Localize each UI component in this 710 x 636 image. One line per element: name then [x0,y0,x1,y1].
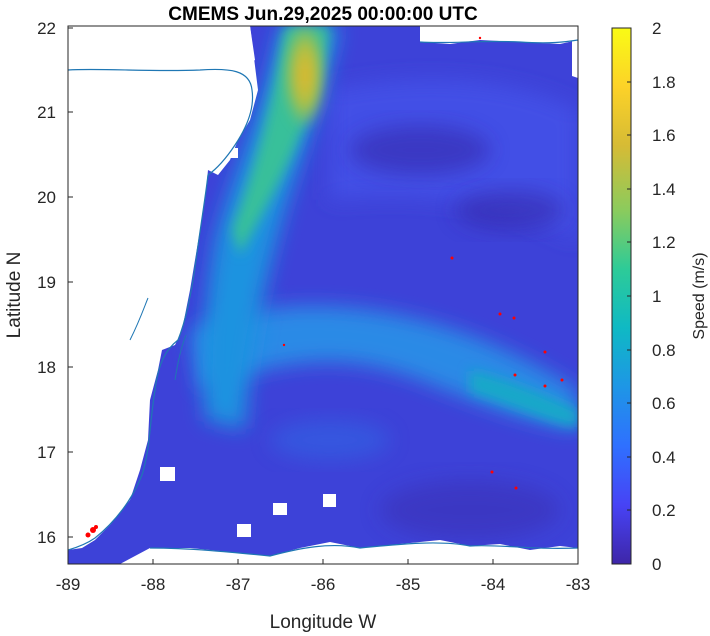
cayman-current-core [470,370,578,428]
y-tick-label: 17 [37,443,56,462]
colorbar-tick-label: 1.8 [652,73,676,92]
x-axis-label: Longitude W [270,612,377,633]
y-tick-label: 21 [37,103,56,122]
drifter-point [560,378,564,382]
y-tick-label: 19 [37,273,56,292]
colorbar-tick-label: 0.2 [652,501,676,520]
small-island-3 [273,503,287,515]
drifter-point [513,373,517,377]
colorbar-tick-label: 0.6 [652,394,676,413]
yucatan-land [68,26,258,550]
yucatan-land-north-notch [68,26,255,80]
coastline-honduras [149,542,578,557]
cuba-land [420,26,578,44]
colorbar-tick-label: 0 [652,555,661,574]
drifter-point [543,350,547,354]
drifter-point [85,532,91,538]
x-tick-label: -84 [481,575,506,594]
cayman-current [190,306,578,430]
colorbar: 2 1.8 1.6 1.4 1.2 1 0.8 0.6 0.4 0.2 0 Sp… [611,19,708,574]
drifter-point [498,312,502,316]
small-island-2 [237,524,251,537]
coastline-yucatan [68,68,254,551]
x-tick-label: -83 [566,575,591,594]
colorbar-tick-label: 2 [652,19,661,38]
small-island-1 [160,467,175,481]
drifter-point [450,256,454,260]
y-tick-label: 18 [37,358,56,377]
drifter-point [94,525,98,529]
x-tick-label: -89 [56,575,81,594]
x-tick-label: -88 [141,575,166,594]
map-axes: -89 -88 -87 -86 -85 -84 -83 Longitude W … [4,19,590,633]
yucatan-jet-core [283,26,327,130]
map-title: CMEMS Jun.29,2025 00:00:00 UTC [168,4,478,25]
colorbar-tick-label: 0.4 [652,448,676,467]
colorbar-tick-label: 1 [652,287,661,306]
colorbar-tick-label: 1.2 [652,233,676,252]
cuba-tip [572,34,578,78]
honduras-land [120,540,578,564]
colorbar-tick-label: 1.6 [652,126,676,145]
eddy-southeast [380,480,560,540]
x-tick-label: -87 [226,575,251,594]
x-tick-label: -85 [396,575,421,594]
eddy-central [270,420,390,460]
drifter-point [543,384,547,388]
y-tick-label: 22 [37,19,56,38]
coastline-cuba [419,39,578,44]
colorbar-tick-label: 0.8 [652,341,676,360]
eddy-north [350,125,490,175]
coastline-belize-cays [129,297,187,381]
y-axis [68,27,73,538]
drifter-markers [85,36,564,538]
drifter-point [514,486,518,490]
colorbar-label: Speed (m/s) [691,252,708,339]
colorbar-ticks [627,27,631,565]
x-axis [67,559,579,564]
y-axis-label: Latitude N [4,252,25,339]
colorbar-tick-label: 1.4 [652,180,676,199]
drifter-point [90,527,96,533]
y-tick-label: 20 [37,188,56,207]
x-tick-label: -86 [311,575,336,594]
small-island-4 [323,494,336,507]
drifter-point [490,470,494,474]
cozumel-island [228,148,238,158]
drifter-point [512,316,516,320]
speed-field [68,26,578,564]
eddy-east [455,190,565,230]
y-tick-label: 16 [37,528,56,547]
drifter-point [282,343,286,347]
drifter-point [478,36,482,40]
